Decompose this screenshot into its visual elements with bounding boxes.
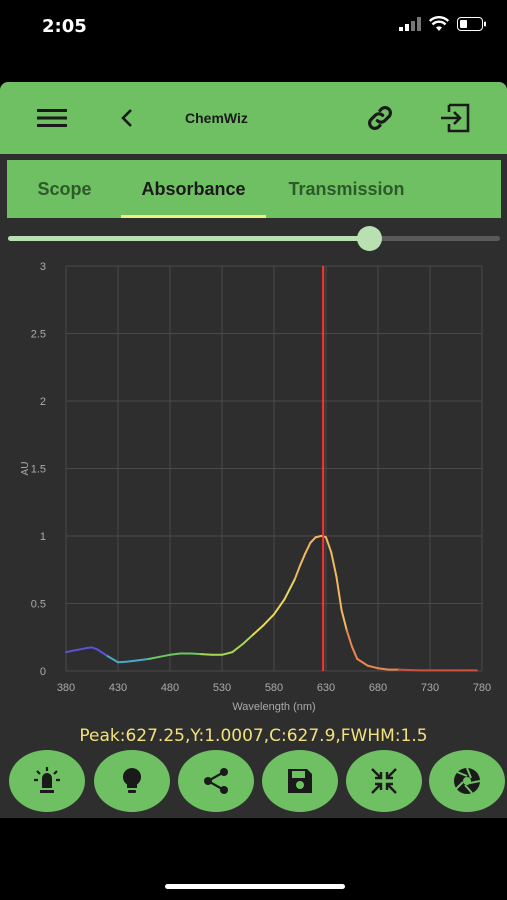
y-tick-label: 2 [40,396,46,408]
share-icon [204,768,228,794]
menu-icon [37,109,67,127]
active-tab-indicator [121,215,266,218]
shutter-button[interactable] [429,750,505,812]
link-icon [368,106,392,130]
series-segment [137,657,151,662]
x-tick-label: 780 [473,682,491,694]
tab-transmission[interactable]: Transmission [288,179,405,199]
status-icons [399,16,487,32]
exit-button[interactable] [437,100,473,136]
series-segment [299,552,307,567]
series-segment [304,541,312,555]
absorbance-chart: 0 0.5 1 1.5 2 2.5 3 380 430 480 530 580 630 680 730 78… [20,261,491,713]
x-tick-label: 380 [57,682,75,694]
bulb-button[interactable] [94,750,170,812]
series-segment [169,652,182,656]
status-bar: 2:05 [0,0,507,55]
save-icon [288,769,312,793]
range-slider[interactable] [8,226,500,251]
back-button[interactable] [109,100,145,136]
series-segment [106,655,119,664]
series-segment [231,643,244,654]
peak-readout: Peak:627.25,Y:1.0007,C:627.9,FWHM:1.5 [79,726,428,746]
series-segment [377,667,390,671]
series-segment [148,655,161,660]
toolbar: ChemWiz [0,82,507,154]
link-button[interactable] [362,100,398,136]
series-segment [75,647,88,652]
series-segment [293,564,301,581]
light-source-icon [34,767,60,793]
series-line [65,535,478,672]
series-segment [356,657,369,667]
series-segment [273,598,286,616]
wifi-icon [429,16,449,31]
y-tick-label: 1.5 [31,464,46,476]
series-segment [309,536,317,544]
bottom-button-row [9,750,505,812]
x-tick-label: 530 [213,682,231,694]
x-tick-label: 480 [161,682,179,694]
series-segment [200,653,213,656]
series-segment [351,645,359,660]
series-segment [262,613,275,627]
series-segment [283,578,296,601]
series-segment [252,624,265,636]
save-button[interactable] [262,750,338,812]
series-segment [189,652,203,656]
app-title: ChemWiz [185,110,248,126]
menu-button[interactable] [34,100,70,136]
x-axis-label: Wavelength (nm) [232,701,315,713]
y-tick-label: 0 [40,666,46,678]
battery-icon [457,17,486,31]
chart-grid [65,265,483,672]
tab-bar: Scope Absorbance Transmission [7,160,501,218]
x-tick-label: 730 [421,682,439,694]
y-tick-label: 2.5 [31,329,46,341]
series-segment [117,660,130,664]
slider-thumb[interactable] [357,226,383,251]
x-tick-label: 630 [317,682,335,694]
y-tick-labels: 0 0.5 1 1.5 2 2.5 3 [31,261,46,678]
series-segment [127,659,140,663]
light-source-button[interactable] [9,750,85,812]
status-time: 2:05 [42,16,87,37]
exit-icon [441,103,470,133]
x-tick-label: 430 [109,682,127,694]
series-segment [340,609,348,632]
series-segment [96,648,109,658]
y-axis-label: AU [20,462,31,476]
tab-absorbance[interactable]: Absorbance [141,179,246,199]
series-segment [345,629,353,648]
collapse-button[interactable] [346,750,422,812]
signal-icon [399,17,421,31]
series-segment [221,651,234,656]
slider-fill [8,236,370,241]
bulb-icon [122,767,142,793]
collapse-icon [371,768,397,794]
series-segment [330,551,338,578]
series-segment [65,649,78,654]
tab-scope[interactable]: Scope [37,179,92,199]
series-segment [241,633,255,645]
y-tick-label: 3 [40,261,46,273]
x-tick-labels: 380 430 480 530 580 630 680 730 780 [57,682,491,694]
series-segment [366,664,379,670]
y-tick-label: 0.5 [31,599,46,611]
y-tick-label: 1 [40,531,46,543]
home-indicator[interactable] [165,884,345,889]
share-button[interactable] [178,750,254,812]
x-tick-label: 580 [265,682,283,694]
back-icon [121,109,132,127]
series-segment [335,575,343,612]
series-segment [397,668,421,672]
series-segment [325,536,333,554]
series-segment [158,653,171,658]
x-tick-label: 680 [369,682,387,694]
shutter-icon [454,767,481,794]
